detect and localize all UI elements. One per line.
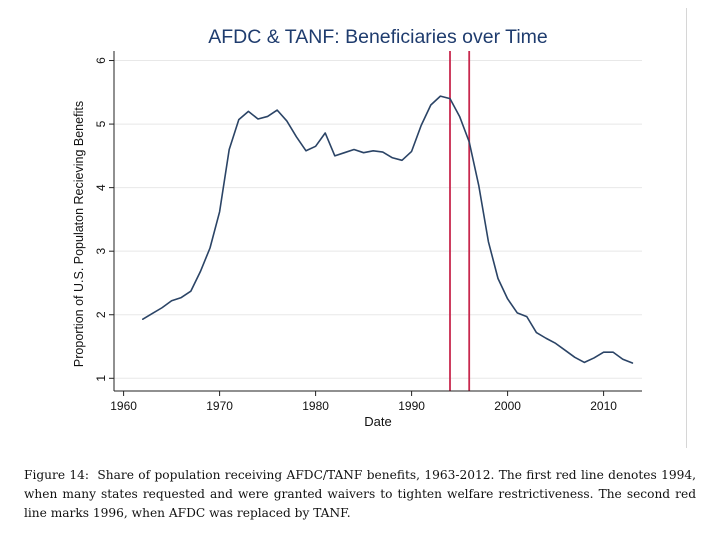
y-tick-label: 4 — [94, 184, 108, 191]
y-tick-label: 2 — [94, 311, 108, 318]
gridlines — [114, 60, 642, 379]
x-tick-label: 2010 — [590, 399, 617, 413]
series-line — [142, 95, 634, 364]
x-tick-label: 1970 — [206, 399, 233, 413]
ticks: 1 2 3 4 5 6 1960 1970 1980 1990 2000 2010 — [94, 57, 617, 413]
x-tick-label: 1960 — [110, 399, 137, 413]
figure-caption-label: Figure 14: — [24, 468, 90, 482]
figure-caption-text: Share of population receiving AFDC/TANF … — [24, 468, 696, 520]
series-layer — [142, 95, 634, 364]
chart: 1 2 3 4 5 6 1960 1970 1980 1990 2000 2010 AFDC & TA… — [72, 26, 642, 429]
x-axis-label: Date — [364, 414, 391, 429]
y-tick-label: 3 — [94, 248, 108, 255]
chart-title: AFDC & TANF: Beneficiaries over Time — [208, 26, 548, 48]
y-tick-label: 1 — [94, 375, 108, 382]
x-tick-label: 1990 — [398, 399, 425, 413]
y-tick-label: 5 — [94, 120, 108, 127]
reference-lines — [449, 51, 471, 391]
x-tick-label: 2000 — [494, 399, 521, 413]
y-axis-label: Proportion of U.S. Populaton Recieving B… — [72, 101, 86, 367]
x-tick-label: 1980 — [302, 399, 329, 413]
figure-caption: Figure 14: Share of population receiving… — [24, 466, 696, 523]
axes — [113, 51, 642, 392]
figure-frame-edge — [686, 8, 687, 448]
y-tick-label: 6 — [94, 57, 108, 64]
